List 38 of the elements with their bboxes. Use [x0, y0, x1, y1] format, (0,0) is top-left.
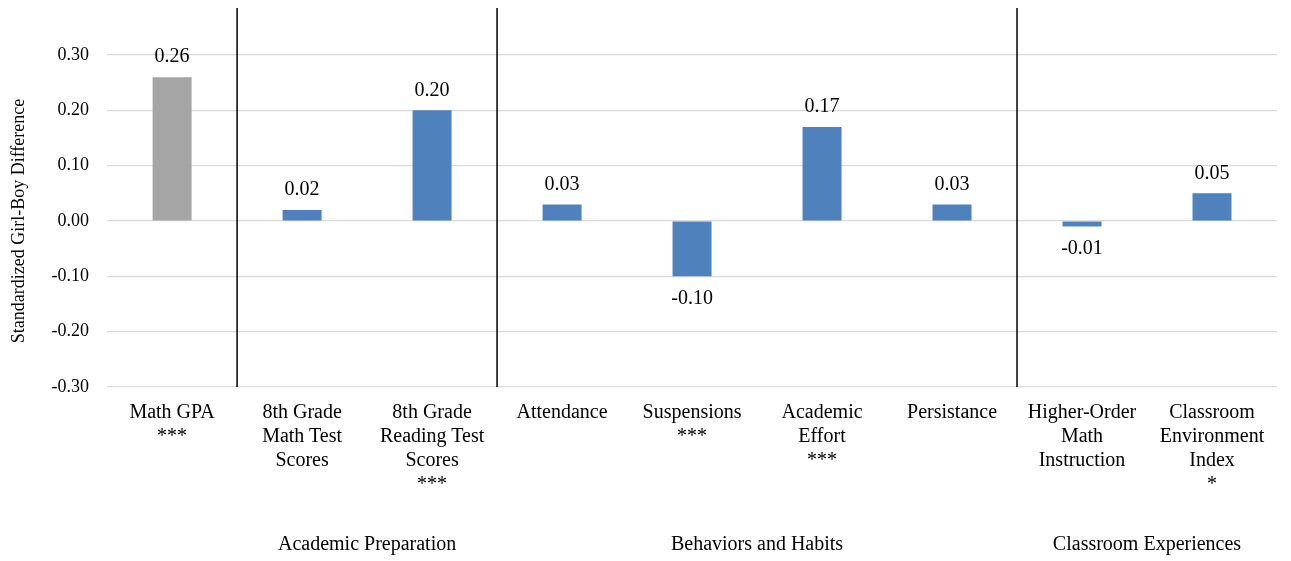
data-label: 0.05: [1194, 160, 1230, 183]
data-label: 0.17: [804, 94, 840, 117]
text: Classroom Experiences: [1052, 532, 1242, 556]
data-label: 0.02: [284, 177, 320, 200]
x-tick-label: 8th Grade Math Test Scores: [262, 400, 343, 471]
bar: [152, 77, 192, 221]
y-tick-label: -0.30: [51, 375, 90, 396]
x-tick-label: Higher-Order Math Instruction: [1027, 400, 1137, 471]
y-tick-label: 0.20: [57, 99, 90, 120]
y-tick-label: 0.30: [57, 43, 90, 64]
x-tick-label: Persistance: [907, 400, 998, 423]
bar: [802, 126, 842, 221]
x-tick-label: 8th Grade Reading Test Scores ***: [379, 400, 485, 495]
data-label: -0.01: [1061, 235, 1103, 258]
text: Academic Preparation: [277, 532, 457, 556]
data-label: 0.20: [414, 77, 450, 100]
x-tick-label: Suspensions ***: [642, 400, 742, 447]
data-label: 0.03: [934, 171, 970, 194]
x-tick-label: Math GPA ***: [129, 400, 216, 447]
y-tick-label: 0.00: [57, 209, 90, 230]
x-tick-label: Attendance: [516, 400, 608, 423]
bar: [542, 204, 582, 221]
bar: [412, 110, 452, 221]
bar: [1192, 193, 1232, 221]
x-tick-label: Academic Effort ***: [781, 400, 863, 471]
y-tick-label: -0.20: [51, 320, 90, 341]
y-axis-title: Standardized Girl-Boy Difference: [7, 98, 28, 344]
data-label: -0.10: [671, 285, 713, 308]
y-tick-label: -0.10: [51, 265, 90, 286]
y-tick-label: 0.10: [57, 154, 90, 175]
data-label: 0.26: [154, 44, 190, 67]
bar: [1062, 221, 1102, 227]
bar: [282, 209, 322, 221]
data-label: 0.03: [544, 171, 580, 194]
x-tick-label: Classroom Environment Index *: [1159, 400, 1265, 495]
text: Behaviors and Habits: [670, 532, 844, 555]
bar: [932, 204, 972, 221]
bar: [672, 221, 712, 277]
